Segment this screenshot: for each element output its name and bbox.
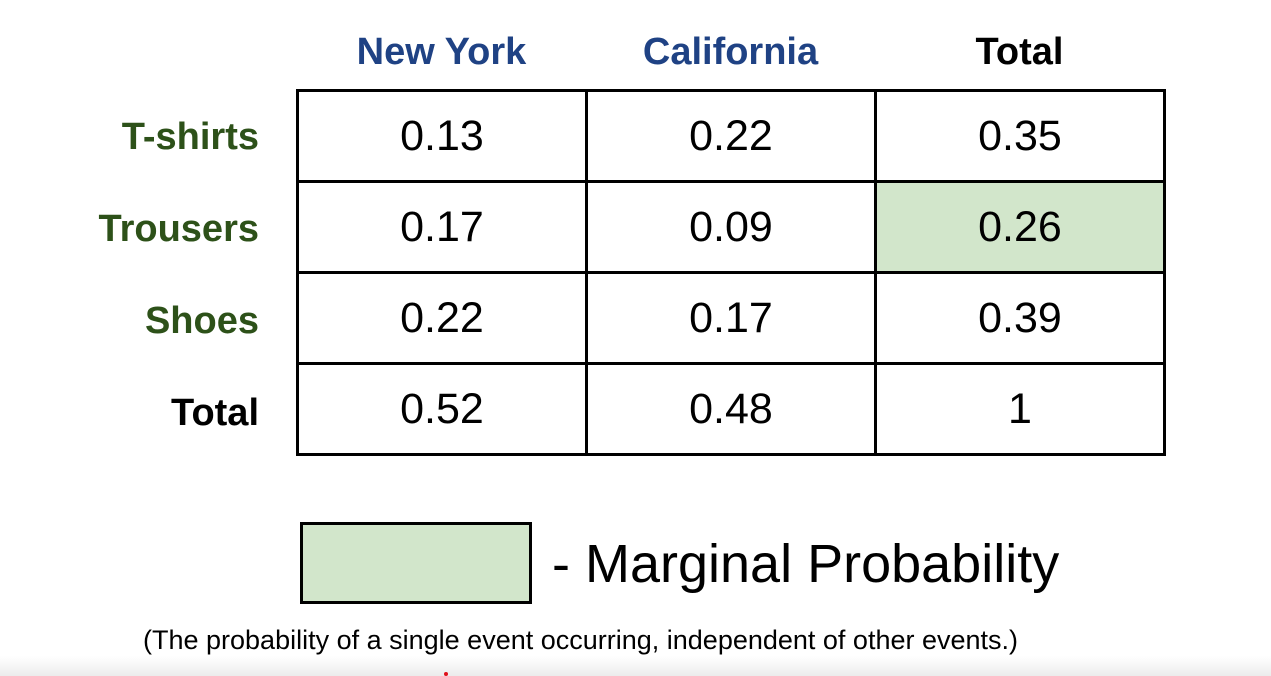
- caption: (The probability of a single event occur…: [143, 625, 1019, 655]
- table-cell: 0.17: [296, 180, 588, 274]
- table-row: 0.13 0.22 0.35: [296, 89, 1166, 183]
- column-header-total: Total: [975, 31, 1064, 73]
- table-row: 0.17 0.09 0.26: [296, 180, 1166, 274]
- table-cell: 0.48: [585, 362, 877, 456]
- table-cell: 0.09: [585, 180, 877, 274]
- table-cell: 0.13: [296, 89, 588, 183]
- table-cell: 0.17: [585, 271, 877, 365]
- row-header-trousers: Trousers: [98, 208, 259, 250]
- row-header-tshirts: T-shirts: [121, 116, 259, 158]
- column-header-new-york: New York: [356, 31, 527, 73]
- column-header-california: California: [642, 31, 819, 73]
- row-header-total: Total: [171, 392, 259, 434]
- highlighted-cell: 0.26: [874, 180, 1166, 274]
- table-cell: 0.22: [585, 89, 877, 183]
- table-cell: 0.52: [296, 362, 588, 456]
- bottom-shade: [0, 656, 1271, 676]
- red-dot-mark: [444, 672, 448, 676]
- row-header-shoes: Shoes: [144, 300, 259, 342]
- table-cell: 0.35: [874, 89, 1166, 183]
- table-cell: 0.39: [874, 271, 1166, 365]
- table-row: 0.22 0.17 0.39: [296, 271, 1166, 365]
- table-cell: 0.22: [296, 271, 588, 365]
- table-cell: 1: [874, 362, 1166, 456]
- legend-swatch: [300, 522, 532, 604]
- table-row: 0.52 0.48 1: [296, 362, 1166, 456]
- probability-table: 0.13 0.22 0.35 0.17 0.09 0.26 0.22 0.17 …: [296, 89, 1166, 456]
- legend-label: - Marginal Probability: [552, 534, 1060, 594]
